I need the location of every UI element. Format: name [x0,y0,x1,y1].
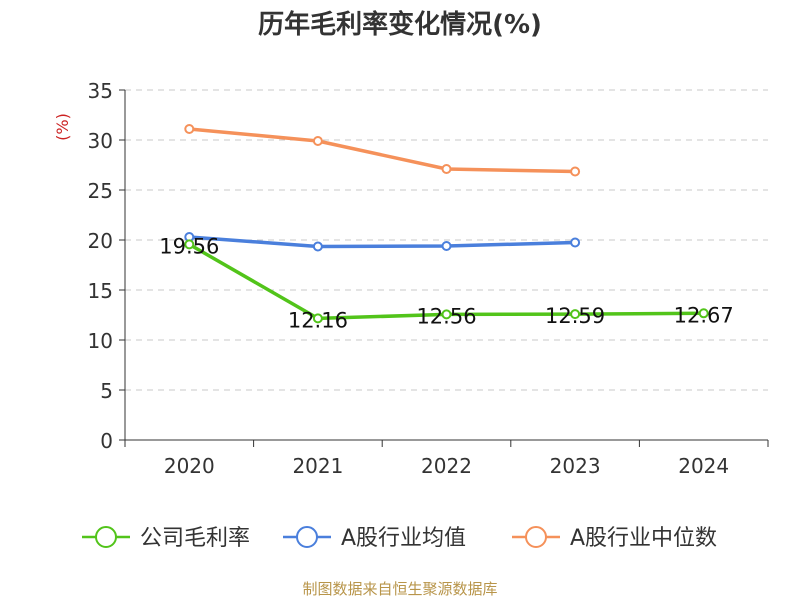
data-point [570,309,581,320]
data-point [441,309,452,320]
x-tick-label: 2021 [292,454,343,478]
data-point [570,166,581,177]
legend-label: 公司毛利率 [140,526,250,551]
legend-item-3[interactable]: A股行业中位数 [512,526,717,551]
series-lines [184,124,709,324]
y-tick-label: 20 [88,229,113,253]
legend[interactable]: 公司毛利率 A股行业均值 A股行业中位数 [82,526,717,551]
data-point [312,136,323,146]
x-tick-label: 2024 [678,454,729,478]
y-axis-title: (%) [53,113,72,141]
x-tick-label: 2022 [421,454,472,478]
series-line-3 [189,127,576,174]
data-point [184,124,195,134]
legend-marker [525,526,547,548]
y-tick-label: 0 [100,429,113,453]
source-note: 制图数据来自恒生聚源数据库 [302,580,498,598]
data-label: 19.56 [159,234,219,258]
data-point [441,164,452,174]
data-point [312,241,323,252]
data-point [312,313,323,324]
axes: 0 5 10 15 20 25 30 35 2020 2021 2022 2023 2024 (%) [53,79,769,478]
data-labels: 19.56 12.16 12.56 12.59 12.67 [159,234,734,332]
legend-marker [95,526,117,548]
data-label: 12.16 [288,308,348,332]
y-tick-label: 25 [88,179,113,203]
chart-title: 历年毛利率变化情况(%) [258,10,542,40]
series-line-2 [189,235,576,249]
data-label: 12.56 [416,304,476,328]
legend-marker [296,526,318,548]
x-tick-label: 2023 [550,454,601,478]
grid-lines [125,89,768,391]
data-label: 12.67 [674,303,734,327]
y-tick-label: 5 [100,379,113,403]
y-tick-label: 15 [88,279,113,303]
legend-item-2[interactable]: A股行业均值 [283,526,466,551]
legend-item-1[interactable]: 公司毛利率 [82,526,250,551]
legend-label: A股行业中位数 [570,526,717,551]
y-tick-label: 35 [88,79,113,103]
data-point [441,241,452,251]
data-point [570,237,581,248]
data-point [698,308,709,319]
data-point [184,239,195,250]
x-tick-label: 2020 [164,454,215,478]
legend-label: A股行业均值 [341,526,466,551]
y-tick-label: 30 [88,129,113,153]
y-tick-label: 10 [88,329,113,353]
data-label: 12.59 [545,304,605,328]
